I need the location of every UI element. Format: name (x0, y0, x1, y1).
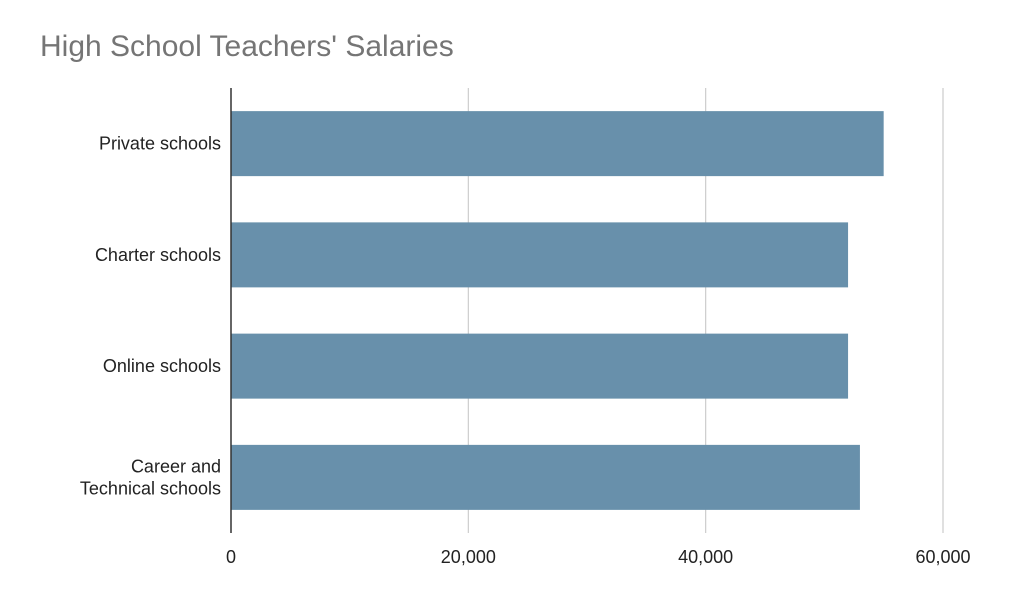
category-label-line: Private schools (99, 134, 221, 154)
category-label: Career and Technical schools (80, 456, 221, 498)
category-label-line: Technical schools (80, 478, 221, 498)
category-label-line: Career and (131, 456, 221, 476)
x-tick-label: 60,000 (915, 547, 970, 567)
category-label: Private schools (99, 134, 221, 154)
x-tick-label: 0 (226, 547, 236, 567)
category-label: Online schools (103, 356, 221, 376)
chart-title: High School Teachers' Salaries (40, 30, 454, 63)
bars (231, 111, 884, 510)
bar (231, 444, 860, 510)
bar (231, 333, 849, 399)
category-label-line: Charter schools (95, 245, 221, 265)
category-labels: Private schools Charter schools Online sch… (80, 134, 221, 499)
bar (231, 222, 849, 288)
bar (231, 111, 884, 177)
x-tick-labels: 0 20,000 40,000 60,000 (226, 547, 971, 567)
x-tick-label: 40,000 (678, 547, 733, 567)
category-label: Charter schools (95, 245, 221, 265)
category-label-line: Online schools (103, 356, 221, 376)
x-tick-label: 20,000 (441, 547, 496, 567)
